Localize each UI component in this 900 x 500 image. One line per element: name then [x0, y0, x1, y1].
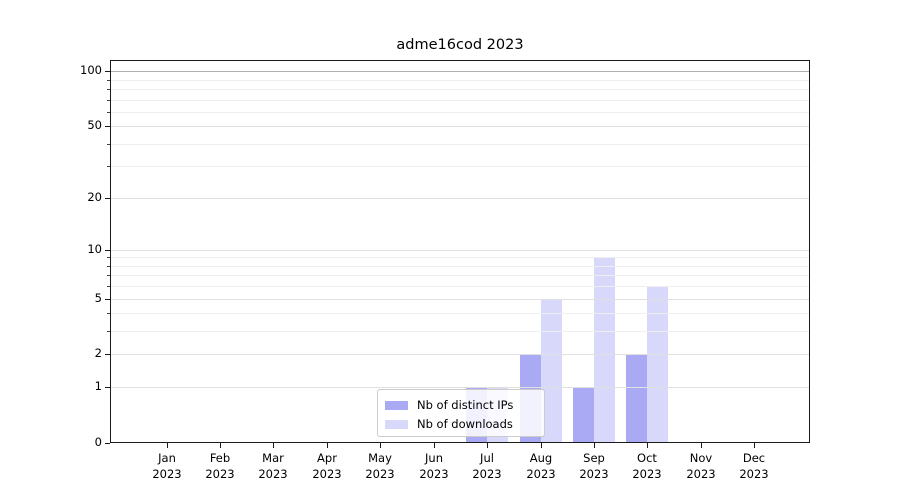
gridline-major-2	[111, 354, 809, 355]
x-axis-tick-label-may-2023: May 2023	[365, 451, 395, 481]
y-axis-tick-label-20: 20	[87, 190, 102, 204]
x-axis-tick-dec-2023	[754, 443, 755, 448]
gridline-minor-8	[111, 266, 809, 267]
bar-distinct-ips-oct-2023	[626, 354, 647, 442]
gridline-minor-70	[111, 100, 809, 101]
y-axis-minor-tick-8	[107, 266, 110, 267]
y-axis-tick-label-2: 2	[94, 346, 102, 360]
y-axis-tick-label-5: 5	[94, 291, 102, 305]
y-axis-tick-label-10: 10	[87, 242, 102, 256]
legend-swatch-distinct-ips	[385, 400, 408, 410]
y-axis-minor-tick-40	[107, 144, 110, 145]
bar-downloads-sep-2023	[594, 257, 615, 442]
bar-downloads-oct-2023	[647, 286, 668, 442]
y-axis-minor-tick-4	[107, 313, 110, 314]
gridline-minor-3	[111, 331, 809, 332]
gridline-minor-40	[111, 144, 809, 145]
gridline-minor-6	[111, 286, 809, 287]
x-axis-tick-label-jul-2023: Jul 2023	[472, 451, 502, 481]
y-axis-tick-20	[105, 198, 110, 199]
legend-label-downloads: Nb of downloads	[417, 417, 513, 431]
legend-item-distinct-ips: Nb of distinct IPs	[385, 398, 536, 412]
y-axis-tick-label-100: 100	[80, 63, 102, 77]
chart-title: adme16cod 2023	[396, 37, 524, 53]
y-axis-minor-tick-3	[107, 331, 110, 332]
x-axis-tick-aug-2023	[541, 443, 542, 448]
gridline-minor-7	[111, 275, 809, 276]
x-axis-tick-nov-2023	[701, 443, 702, 448]
x-axis-tick-mar-2023	[273, 443, 274, 448]
x-axis-tick-label-sep-2023: Sep 2023	[579, 451, 609, 481]
x-axis-tick-label-mar-2023: Mar 2023	[258, 451, 288, 481]
legend-label-distinct-ips: Nb of distinct IPs	[417, 398, 514, 412]
x-axis-tick-label-jun-2023: Jun 2023	[419, 451, 449, 481]
y-axis-minor-tick-7	[107, 275, 110, 276]
gridline-major-1	[111, 387, 809, 388]
y-axis-minor-tick-6	[107, 286, 110, 287]
x-axis-tick-label-nov-2023: Nov 2023	[686, 451, 716, 481]
gridline-major-100	[111, 71, 809, 72]
y-axis-tick-5	[105, 299, 110, 300]
gridline-minor-60	[111, 112, 809, 113]
y-axis-tick-label-0: 0	[94, 435, 102, 449]
x-axis-tick-feb-2023	[220, 443, 221, 448]
y-axis-minor-tick-80	[107, 89, 110, 90]
y-axis-minor-tick-60	[107, 112, 110, 113]
y-axis-tick-50	[105, 126, 110, 127]
gridline-minor-4	[111, 313, 809, 314]
gridline-major-10	[111, 250, 809, 251]
x-axis-tick-may-2023	[380, 443, 381, 448]
y-axis-minor-tick-30	[107, 166, 110, 167]
x-axis-tick-apr-2023	[327, 443, 328, 448]
x-axis-tick-jan-2023	[167, 443, 168, 448]
legend: Nb of distinct IPs Nb of downloads	[377, 389, 545, 437]
y-axis-tick-0	[105, 443, 110, 444]
y-axis-minor-tick-70	[107, 100, 110, 101]
x-axis-tick-label-feb-2023: Feb 2023	[205, 451, 235, 481]
y-axis-tick-100	[105, 71, 110, 72]
y-axis-tick-1	[105, 387, 110, 388]
gridline-minor-9	[111, 257, 809, 258]
x-axis-tick-jul-2023	[487, 443, 488, 448]
gridline-major-20	[111, 198, 809, 199]
y-axis-tick-label-50: 50	[87, 118, 102, 132]
bar-distinct-ips-sep-2023	[573, 387, 594, 442]
y-axis-tick-10	[105, 250, 110, 251]
gridline-minor-80	[111, 89, 809, 90]
y-axis-tick-2	[105, 354, 110, 355]
gridline-major-50	[111, 126, 809, 127]
legend-swatch-downloads	[385, 419, 408, 429]
x-axis-tick-label-dec-2023: Dec 2023	[739, 451, 769, 481]
y-axis-minor-tick-9	[107, 257, 110, 258]
y-axis-tick-label-1: 1	[94, 379, 102, 393]
x-axis-tick-label-apr-2023: Apr 2023	[312, 451, 342, 481]
x-axis-tick-label-oct-2023: Oct 2023	[632, 451, 662, 481]
gridline-major-5	[111, 299, 809, 300]
gridline-minor-90	[111, 80, 809, 81]
x-axis-tick-sep-2023	[594, 443, 595, 448]
x-axis-tick-oct-2023	[647, 443, 648, 448]
legend-item-downloads: Nb of downloads	[385, 417, 536, 431]
gridline-minor-30	[111, 166, 809, 167]
x-axis-tick-label-aug-2023: Aug 2023	[526, 451, 556, 481]
x-axis-tick-jun-2023	[434, 443, 435, 448]
x-axis-tick-label-jan-2023: Jan 2023	[152, 451, 182, 481]
bar-downloads-aug-2023	[541, 299, 562, 442]
y-axis-minor-tick-90	[107, 80, 110, 81]
